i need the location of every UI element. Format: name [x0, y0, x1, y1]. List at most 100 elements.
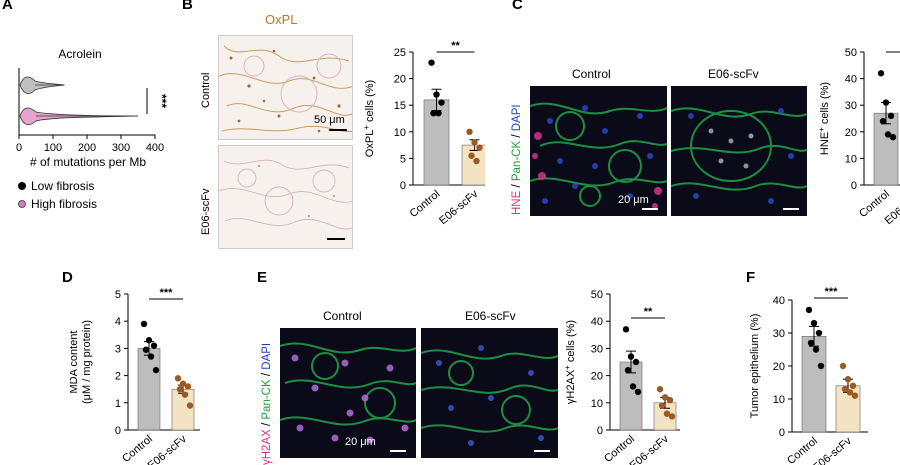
chart-e-point-0-3 [624, 366, 632, 374]
chart-c-point-0-0 [877, 70, 885, 77]
chart-a-ticks [18, 135, 156, 139]
chart-f-ytick-label-20: 20 [773, 361, 785, 373]
micrograph-oxpl-e06 [218, 145, 353, 249]
c-stain-sep2: / [511, 131, 523, 141]
chart-b-significance: ** [451, 40, 460, 52]
chart-e-ylabel: γH2AX+ cells (%) [563, 320, 578, 404]
row-label-control: Control [200, 72, 212, 108]
chart-e-point-1-4 [663, 410, 671, 417]
chart-b-ylabel: OxPL+ cells (%) [362, 80, 377, 157]
chart-d-point-1-3 [176, 386, 184, 393]
micrograph-h2ax-control: 20 μm [280, 328, 416, 458]
micrograph-hne-control: 20 μm [530, 86, 667, 216]
c-stain-label: HNE / Pan-CK / DAPI [511, 104, 523, 215]
chart-f-point-0-3 [807, 339, 815, 347]
chart-f-ytick-label-0: 0 [779, 427, 785, 439]
chart-e-ytick-label-10: 10 [591, 398, 603, 410]
chart-d-point-0-2 [150, 342, 158, 349]
chart-b-point-1-4 [473, 157, 480, 165]
panel-letter-d: D [62, 269, 73, 286]
chart-c-ytick-label-20: 20 [845, 127, 857, 139]
panel-letter-f: F [746, 269, 756, 286]
chart-d-ytick-label-2: 2 [115, 371, 121, 383]
chart-f-ytick-label-40: 40 [773, 295, 785, 307]
chart-d-point-1-1 [179, 380, 187, 387]
legend-high-label: High fibrosis [31, 197, 98, 211]
chart-c-point-0-2 [887, 112, 895, 120]
chart-f-point-0-1 [810, 319, 818, 327]
chart-b-ytick-label-15: 15 [394, 100, 406, 112]
chart-f-point-0-4 [812, 346, 820, 353]
chart-f-ytick-label-30: 30 [773, 328, 785, 340]
panel-letter-a: A [2, 0, 13, 13]
chart-e-xtick-label-1: E06-scFv [628, 433, 672, 465]
chart-d-point-0-0 [140, 320, 148, 328]
chart-e-point-1-2 [666, 396, 674, 404]
chart-b-point-1-1 [471, 139, 478, 146]
chart-a-xlabel: # of mutations per Mb [30, 155, 146, 169]
chart-f-xtick-label-1: E06-scFv [811, 435, 855, 465]
violin-chart-a: Acrolein 0 100 200 300 400 # of mutation… [16, 47, 169, 169]
micrograph-hne-e06 [671, 86, 807, 216]
chart-e-ytick-label-30: 30 [591, 343, 603, 355]
chart-d-xtick-label-1: E06-scFv [146, 433, 190, 465]
chart-c-point-0-4 [884, 131, 892, 138]
oxpl-e06-scalebar [327, 238, 345, 240]
chart-e-point-1-3 [658, 402, 666, 409]
chart-b-point-1-3 [468, 152, 475, 159]
chart-c-ytick-label-40: 40 [845, 74, 857, 86]
chart-d-bar-0 [137, 348, 161, 431]
chart-d-ytick-label-0: 0 [115, 425, 121, 437]
chart-d-ylabel: MDA content(μM / mg protein) [70, 320, 93, 404]
chart-d-point-1-5 [186, 402, 194, 409]
chart-e-point-0-5 [634, 388, 642, 396]
chart-f-significance: *** [825, 286, 839, 298]
chart-b-ytick-label-25: 25 [394, 47, 406, 59]
chart-d-ytick-label-4: 4 [115, 316, 121, 328]
hne-scalebar [642, 208, 658, 210]
hne-scalebar-label: 20 μm [618, 194, 649, 206]
c-stain-dapi: DAPI [511, 104, 523, 132]
chart-a-tick-100: 100 [44, 142, 62, 154]
legend-high-fibrosis: High fibrosis [18, 197, 97, 211]
panel-letter-b: B [182, 0, 193, 13]
e-stain-sep2: / [261, 369, 273, 380]
row-label-e06: E06-scFv [200, 188, 212, 235]
chart-c-point-0-3 [879, 117, 887, 125]
chart-e-ytick-label-50: 50 [591, 289, 603, 301]
hne-e06-texture [671, 107, 807, 204]
chart-d-ytick-label-3: 3 [115, 343, 121, 355]
chart-b-point-0-3 [430, 109, 437, 117]
e-stain-label: γH2AX / Pan-CK / DAPI [261, 343, 273, 465]
chart-e-ytick-label-20: 20 [591, 371, 603, 383]
e-col-label-e06: E06-scFv [465, 309, 516, 323]
chart-b-point-1-2 [476, 144, 483, 151]
chart-e-significance: ** [644, 306, 653, 318]
chart-b-xtick-label-0: Control [408, 188, 443, 220]
c-stain-panck: Pan-CK [511, 140, 523, 182]
chart-b-point-0-0 [428, 59, 435, 66]
chart-d-ytick-label-1: 1 [115, 398, 121, 410]
chart-f-ylabel: Tumor epithelium (%) [749, 314, 761, 419]
e-stain-panck: Pan-CK [261, 379, 273, 420]
legend-low-label: Low fibrosis [31, 179, 95, 193]
chart-a-tick-300: 300 [112, 142, 130, 154]
micrograph-h2ax-e06 [421, 328, 558, 458]
hne-e06-scalebar [783, 208, 799, 210]
c-stain-hne: HNE [511, 190, 523, 215]
micrograph-oxpl-control: 50 μm [218, 35, 353, 140]
legend-low-fibrosis: Low fibrosis [18, 179, 94, 193]
c-col-label-control: Control [572, 67, 611, 81]
chart-f-ytick-label-10: 10 [773, 394, 785, 406]
chart-a-tick-0: 0 [16, 142, 22, 154]
chart-e-point-0-1 [627, 353, 635, 360]
legend-dot-high [18, 200, 26, 208]
chart-d-point-1-4 [181, 391, 189, 398]
h2ax-scalebar [390, 450, 406, 452]
chart-f-point-1-3 [841, 385, 849, 393]
chart-a-tick-400: 400 [146, 142, 164, 154]
chart-c-point-0-1 [882, 99, 890, 106]
